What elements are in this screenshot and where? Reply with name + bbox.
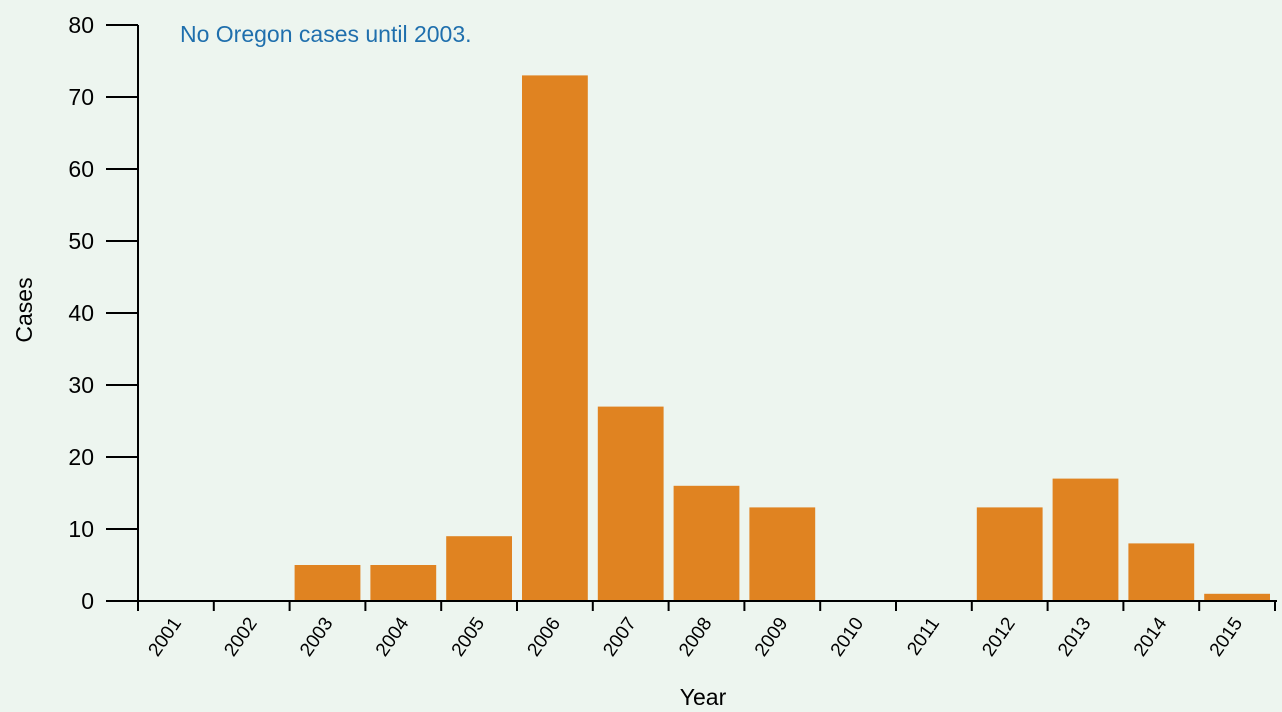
bar-2003 bbox=[294, 565, 361, 601]
y-tick-label-80: 80 bbox=[68, 12, 94, 38]
x-tick-label-2002: 2002 bbox=[220, 614, 261, 661]
y-axis-label: Cases bbox=[11, 277, 37, 342]
bar-2006 bbox=[522, 75, 588, 601]
y-tick-label-20: 20 bbox=[68, 444, 94, 470]
x-tick-label-2008: 2008 bbox=[675, 614, 716, 661]
bar-2012 bbox=[976, 507, 1043, 601]
x-tick-label-2005: 2005 bbox=[448, 614, 489, 661]
bar-2007 bbox=[597, 406, 664, 601]
y-tick-label-50: 50 bbox=[68, 228, 94, 254]
x-tick-label-2010: 2010 bbox=[827, 614, 868, 661]
x-tick-label-2001: 2001 bbox=[145, 614, 186, 661]
bars-layer bbox=[294, 75, 1270, 601]
x-tick-label-2012: 2012 bbox=[978, 614, 1019, 661]
x-tick-label-2009: 2009 bbox=[751, 614, 792, 661]
y-tick-label-10: 10 bbox=[68, 516, 94, 542]
y-tick-label-40: 40 bbox=[68, 300, 94, 326]
y-tick-label-0: 0 bbox=[81, 588, 94, 614]
x-tick-label-2014: 2014 bbox=[1130, 613, 1172, 660]
x-tick-label-2013: 2013 bbox=[1054, 614, 1095, 661]
bar-2013 bbox=[1052, 478, 1119, 601]
bar-2004 bbox=[370, 565, 437, 601]
axes-layer bbox=[106, 24, 1277, 611]
y-tick-label-30: 30 bbox=[68, 372, 94, 398]
bar-2005 bbox=[446, 536, 512, 601]
bar-2009 bbox=[749, 507, 816, 601]
bar-2014 bbox=[1128, 543, 1195, 601]
bar-2015 bbox=[1204, 593, 1270, 601]
x-tick-label-2007: 2007 bbox=[599, 614, 640, 661]
x-tick-label-2006: 2006 bbox=[524, 614, 565, 661]
y-tick-label-70: 70 bbox=[68, 84, 94, 110]
y-tick-label-60: 60 bbox=[68, 156, 94, 182]
x-tick-label-2015: 2015 bbox=[1206, 614, 1247, 661]
bar-2008 bbox=[673, 485, 740, 601]
x-axis-label: Year bbox=[680, 684, 727, 710]
chart-annotation: No Oregon cases until 2003. bbox=[180, 21, 472, 47]
x-tick-label-2003: 2003 bbox=[296, 614, 337, 661]
x-tick-label-2011: 2011 bbox=[903, 614, 944, 660]
x-tick-label-2004: 2004 bbox=[372, 613, 414, 660]
